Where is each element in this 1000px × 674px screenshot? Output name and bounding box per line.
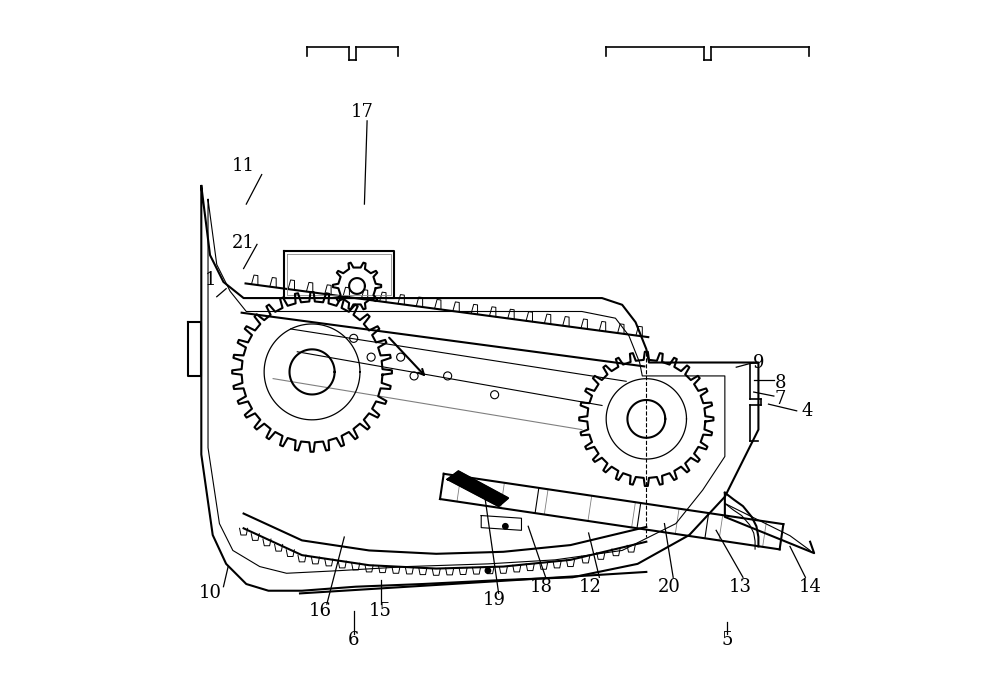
- Text: 5: 5: [721, 632, 733, 649]
- Text: 17: 17: [351, 103, 374, 121]
- Circle shape: [485, 568, 491, 574]
- Text: 12: 12: [579, 578, 602, 596]
- Text: 6: 6: [348, 632, 359, 649]
- Text: 14: 14: [799, 578, 822, 596]
- Text: 15: 15: [369, 602, 392, 620]
- Text: 13: 13: [729, 578, 752, 596]
- Text: 18: 18: [530, 578, 553, 596]
- Text: 16: 16: [309, 602, 332, 620]
- Circle shape: [503, 524, 508, 529]
- Text: 20: 20: [658, 578, 681, 596]
- Text: 10: 10: [199, 584, 222, 603]
- Text: 4: 4: [802, 402, 813, 420]
- Text: 1: 1: [204, 271, 216, 289]
- Text: 8: 8: [775, 373, 786, 392]
- Text: 11: 11: [232, 157, 255, 175]
- Text: 19: 19: [483, 591, 506, 609]
- Text: 9: 9: [753, 353, 764, 371]
- Polygon shape: [448, 471, 508, 506]
- Text: 21: 21: [232, 234, 255, 252]
- Text: 7: 7: [775, 390, 786, 408]
